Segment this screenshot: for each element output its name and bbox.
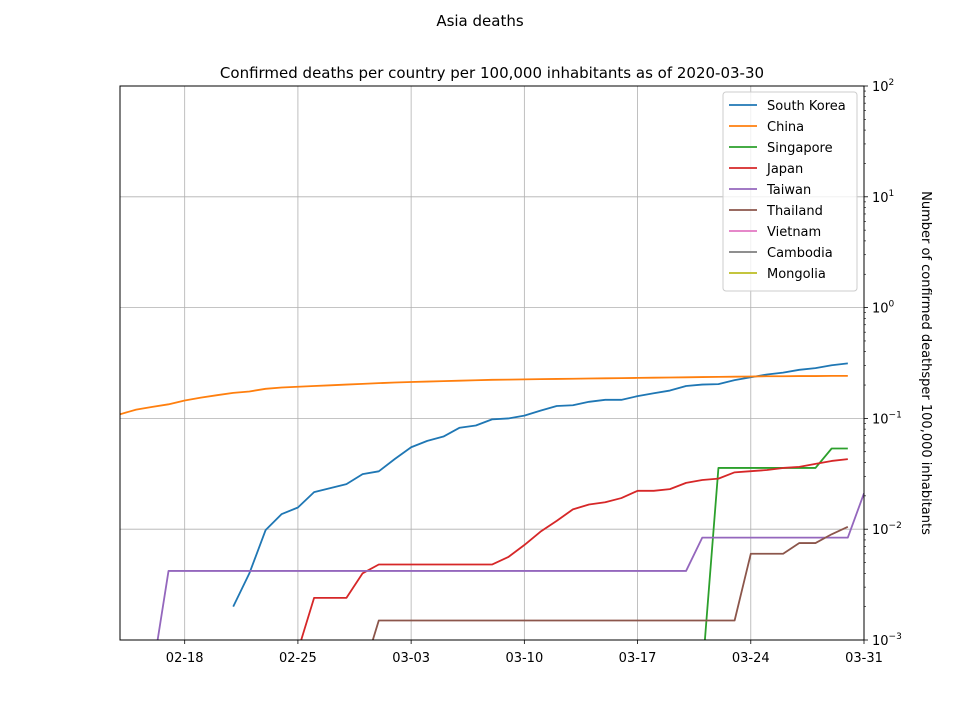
y-axis-label: Number of confirmed deathsper 100,000 in… (918, 191, 933, 535)
y-axis: 10−3 10−2 10−1 100 101 102 (864, 78, 902, 649)
y-tick-label: 101 (872, 189, 894, 206)
legend-label: South Korea (767, 99, 846, 114)
chart-title: Confirmed deaths per country per 100,000… (220, 64, 764, 82)
y-tick-label: 10−2 (872, 521, 902, 538)
x-tick-label: 03-03 (392, 651, 430, 666)
series-line-china (120, 374, 848, 416)
x-axis: 02-18 02-25 03-03 03-10 03-17 03-24 03-31 (166, 640, 883, 666)
x-tick-label: 03-10 (505, 651, 543, 666)
legend-label: Japan (766, 162, 803, 177)
series-group (120, 362, 864, 640)
y-tick-label: 10−1 (872, 410, 902, 427)
series-line-japan (300, 458, 848, 640)
legend-label: Cambodia (767, 246, 833, 261)
x-tick-label: 03-31 (845, 651, 883, 666)
series-line-singapore (703, 447, 848, 640)
legend-label: Thailand (766, 204, 823, 219)
x-tick-label: 03-17 (619, 651, 657, 666)
plot-frame (119, 85, 865, 641)
legend-label: Mongolia (767, 267, 826, 282)
series-line-taiwan (156, 492, 864, 640)
legend: South Korea China Singapore Japan Taiwan Thai… (722, 91, 858, 292)
legend-label: China (767, 120, 804, 135)
legend-label: Vietnam (767, 225, 821, 240)
x-tick-label: 02-18 (166, 651, 204, 666)
series-line-south-korea (232, 362, 848, 608)
x-tick-label: 02-25 (279, 651, 317, 666)
x-tick-label: 03-24 (732, 651, 770, 666)
legend-box (722, 91, 858, 292)
y-tick-label: 100 (872, 300, 895, 317)
legend-label: Taiwan (766, 183, 811, 198)
y-tick-label: 102 (872, 78, 894, 95)
legend-label: Singapore (767, 141, 833, 156)
y-tick-label: 10−3 (872, 632, 902, 649)
series-line-thailand (371, 526, 849, 640)
figure-title: Asia deaths (436, 12, 524, 30)
